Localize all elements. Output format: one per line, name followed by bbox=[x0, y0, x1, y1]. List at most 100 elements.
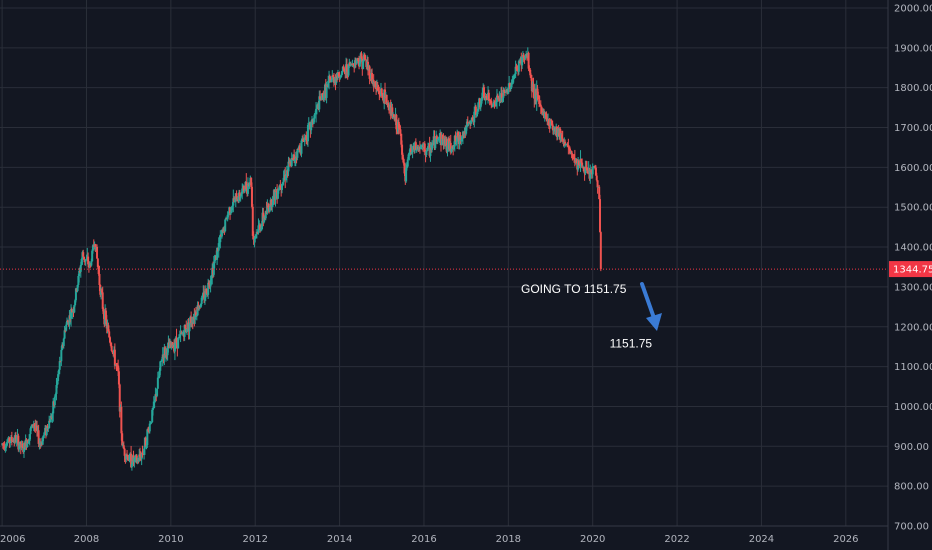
candle-body bbox=[10, 436, 13, 442]
candle-body bbox=[45, 426, 48, 435]
candle-body bbox=[512, 78, 515, 83]
candle-body bbox=[377, 90, 380, 92]
candle-body bbox=[115, 364, 118, 366]
candle-body bbox=[425, 150, 428, 156]
candle-body bbox=[66, 320, 69, 325]
candle-body bbox=[376, 86, 379, 91]
candle-body bbox=[130, 453, 133, 468]
candle-body bbox=[262, 212, 265, 223]
candle-body bbox=[467, 123, 470, 125]
candle-body bbox=[431, 144, 434, 150]
annotation-going-to: GOING TO 1151.75 bbox=[521, 282, 627, 296]
candle-body bbox=[270, 199, 273, 207]
candle-body bbox=[293, 159, 296, 161]
y-tick-label: 1200.00 bbox=[894, 322, 932, 333]
candle-body bbox=[280, 183, 283, 190]
candle-body bbox=[426, 147, 429, 151]
candle-body bbox=[260, 223, 263, 230]
candle-body bbox=[551, 120, 554, 126]
candle-body bbox=[471, 117, 474, 121]
candle-body bbox=[487, 92, 490, 100]
candle-body bbox=[126, 454, 129, 461]
candle-body bbox=[100, 290, 103, 295]
candle-body bbox=[459, 134, 462, 141]
candle-body bbox=[65, 324, 68, 331]
candle-body bbox=[138, 454, 141, 462]
candle-body bbox=[136, 460, 139, 463]
candle-body bbox=[158, 370, 161, 378]
candle-body bbox=[454, 135, 457, 142]
candle-body bbox=[219, 234, 222, 243]
candle-body bbox=[465, 121, 468, 127]
candle-body bbox=[175, 337, 178, 343]
y-tick-label: 800.00 bbox=[894, 482, 929, 493]
candle-body bbox=[452, 146, 455, 149]
candle-body bbox=[43, 432, 46, 436]
candle-body bbox=[104, 310, 107, 321]
candle-body bbox=[47, 427, 50, 429]
candle-body bbox=[142, 453, 145, 455]
candle-body bbox=[177, 337, 180, 349]
candle-body bbox=[84, 259, 87, 262]
candle-body bbox=[495, 101, 498, 105]
candle-body bbox=[408, 152, 411, 155]
candle-body bbox=[9, 441, 12, 444]
candle-body bbox=[259, 229, 262, 231]
candle-body bbox=[479, 103, 482, 108]
candle-body bbox=[341, 71, 344, 75]
grid bbox=[0, 0, 888, 527]
candle-body bbox=[57, 374, 60, 381]
y-tick-label: 1100.00 bbox=[894, 362, 932, 373]
candle-body bbox=[491, 105, 494, 107]
candle-body bbox=[41, 437, 44, 445]
candle-body bbox=[516, 68, 519, 70]
candle-body bbox=[315, 106, 318, 109]
candle-body bbox=[257, 225, 260, 233]
y-tick-label: 1300.00 bbox=[894, 282, 932, 293]
candle-body bbox=[400, 133, 403, 145]
candle-body bbox=[431, 142, 434, 145]
candle-body bbox=[449, 142, 452, 153]
candle-body bbox=[537, 95, 540, 97]
candle-body bbox=[547, 119, 550, 126]
candle-body bbox=[419, 146, 422, 149]
x-axis: 2006 2008 2010 2012 2014 2016 2018 2020 2022 2024… bbox=[0, 525, 888, 545]
candle-body bbox=[461, 137, 464, 141]
candle-body bbox=[465, 126, 468, 134]
candlesticks bbox=[1, 47, 602, 471]
candle-body bbox=[355, 60, 358, 64]
candle-body bbox=[275, 191, 278, 193]
candle-body bbox=[80, 259, 83, 265]
candle-body bbox=[290, 157, 293, 166]
candle-body bbox=[243, 190, 246, 192]
candle-body bbox=[427, 146, 430, 148]
y-tick-label: 1000.00 bbox=[894, 402, 932, 413]
candle-body bbox=[195, 315, 198, 317]
candle-body bbox=[307, 123, 310, 126]
candle-body bbox=[441, 135, 444, 140]
candle-body bbox=[281, 182, 284, 184]
candle-body bbox=[207, 282, 210, 295]
candle-body bbox=[544, 112, 547, 114]
candle-body bbox=[551, 125, 554, 131]
candle-body bbox=[252, 235, 255, 240]
candle-body bbox=[156, 388, 159, 396]
candle-body bbox=[62, 338, 65, 346]
candle-body bbox=[42, 435, 45, 438]
candle-body bbox=[57, 369, 60, 375]
candle-body bbox=[598, 186, 601, 200]
candle-body bbox=[105, 320, 108, 329]
candle-body bbox=[70, 309, 73, 319]
candle-body bbox=[263, 217, 266, 223]
candle-body bbox=[482, 87, 485, 98]
candle-body bbox=[74, 288, 77, 301]
candle-body bbox=[496, 95, 499, 97]
candle-body bbox=[503, 89, 506, 92]
candle-body bbox=[335, 76, 338, 84]
candle-body bbox=[507, 87, 510, 94]
candle-body bbox=[395, 114, 398, 130]
candle-body bbox=[399, 129, 402, 134]
candle-body bbox=[58, 361, 61, 370]
candle-body bbox=[474, 106, 477, 116]
